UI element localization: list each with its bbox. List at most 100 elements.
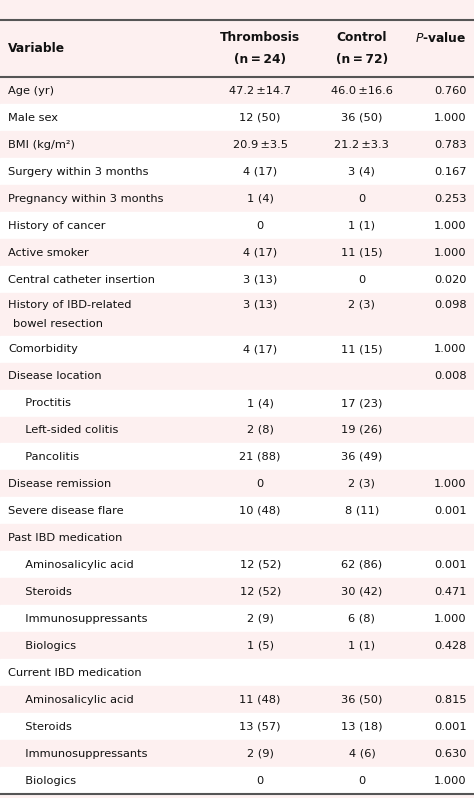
Text: 0: 0 [256,479,264,489]
Text: 3 (13): 3 (13) [243,299,277,310]
Text: 11 (15): 11 (15) [341,344,383,354]
Bar [0,77,474,105]
Bar [0,524,474,551]
Text: 0.760: 0.760 [434,86,466,96]
Text: $\it{P}$-value: $\it{P}$-value [415,31,466,45]
Text: 0: 0 [256,776,264,785]
Text: 0.471: 0.471 [434,587,466,597]
Text: Age (yr): Age (yr) [8,86,54,96]
Bar [0,444,474,471]
Text: (n = 72): (n = 72) [336,53,388,66]
Text: Pregnancy within 3 months: Pregnancy within 3 months [8,194,164,203]
Bar [0,158,474,185]
Text: History of IBD-related: History of IBD-related [8,299,132,310]
Text: 6 (8): 6 (8) [348,614,375,624]
Text: 1 (4): 1 (4) [246,194,273,203]
Text: Central catheter insertion: Central catheter insertion [8,275,155,285]
Bar [0,185,474,212]
Text: 4 (6): 4 (6) [348,749,375,759]
Text: History of cancer: History of cancer [8,221,106,231]
Text: Left-sided colitis: Left-sided colitis [18,425,118,435]
Text: 0.098: 0.098 [434,299,466,310]
Text: 1.000: 1.000 [434,614,466,624]
Text: 1 (5): 1 (5) [246,641,273,650]
Text: 0.167: 0.167 [434,167,466,177]
Bar [0,497,474,524]
Bar [0,389,474,417]
Text: bowel resection: bowel resection [13,318,103,329]
Text: 1 (4): 1 (4) [246,398,273,408]
Text: 2 (3): 2 (3) [348,299,375,310]
Text: 8 (11): 8 (11) [345,506,379,516]
Text: Comorbidity: Comorbidity [8,344,78,354]
Bar [0,471,474,497]
Text: 12 (52): 12 (52) [239,560,281,570]
Text: 0.001: 0.001 [434,721,466,732]
Bar [0,632,474,659]
Bar [0,212,474,239]
Text: Severe disease flare: Severe disease flare [8,506,124,516]
Text: 30 (42): 30 (42) [341,587,383,597]
Text: (n = 24): (n = 24) [234,53,286,66]
Bar [0,579,474,605]
Text: Aminosalicylic acid: Aminosalicylic acid [18,560,133,570]
Text: 13 (57): 13 (57) [239,721,281,732]
Text: 47.2 ±14.7: 47.2 ±14.7 [229,86,291,96]
Text: Biologics: Biologics [18,776,76,785]
Text: 0.020: 0.020 [434,275,466,285]
Text: Aminosalicylic acid: Aminosalicylic acid [18,694,133,705]
Text: 0.630: 0.630 [434,749,466,759]
Bar [0,740,474,767]
Bar [0,551,474,579]
Text: Active smoker: Active smoker [8,247,89,258]
Text: 0.253: 0.253 [434,194,466,203]
Text: Immunosuppressants: Immunosuppressants [18,749,147,759]
Text: 1.000: 1.000 [434,776,466,785]
Bar [0,686,474,713]
Text: 1 (1): 1 (1) [348,221,375,231]
Text: 62 (86): 62 (86) [341,560,383,570]
Text: BMI (kg/m²): BMI (kg/m²) [8,140,75,150]
Text: 3 (4): 3 (4) [348,167,375,177]
Text: 0.783: 0.783 [434,140,466,150]
Text: 19 (26): 19 (26) [341,425,383,435]
Text: 0: 0 [358,275,365,285]
Text: 46.0 ±16.6: 46.0 ±16.6 [331,86,393,96]
Text: 17 (23): 17 (23) [341,398,383,408]
Text: 21.2 ±3.3: 21.2 ±3.3 [335,140,389,150]
Bar [0,659,474,686]
Text: Steroids: Steroids [18,721,72,732]
Text: 4 (17): 4 (17) [243,167,277,177]
Text: 1.000: 1.000 [434,479,466,489]
Text: 2 (9): 2 (9) [246,614,273,624]
Text: 12 (50): 12 (50) [239,113,281,123]
Text: 0: 0 [256,221,264,231]
Text: 0: 0 [358,776,365,785]
Text: 2 (3): 2 (3) [348,479,375,489]
Text: 2 (9): 2 (9) [246,749,273,759]
Bar [0,336,474,362]
Text: 4 (17): 4 (17) [243,247,277,258]
Text: 1.000: 1.000 [434,113,466,123]
Text: Thrombosis: Thrombosis [220,31,300,44]
Text: 1.000: 1.000 [434,221,466,231]
Text: 0.001: 0.001 [434,506,466,516]
Text: Current IBD medication: Current IBD medication [8,668,142,678]
Bar [0,132,474,158]
Text: 36 (50): 36 (50) [341,694,383,705]
Text: Pancolitis: Pancolitis [18,452,79,462]
Text: Immunosuppressants: Immunosuppressants [18,614,147,624]
Bar [0,713,474,740]
Text: 11 (48): 11 (48) [239,694,281,705]
Text: 1.000: 1.000 [434,247,466,258]
Text: 11 (15): 11 (15) [341,247,383,258]
Bar [0,239,474,267]
Text: 1 (1): 1 (1) [348,641,375,650]
Text: Past IBD medication: Past IBD medication [8,533,122,543]
Text: 20.9 ±3.5: 20.9 ±3.5 [233,140,288,150]
Text: 36 (50): 36 (50) [341,113,383,123]
Bar [0,417,474,444]
Text: 2 (8): 2 (8) [246,425,273,435]
Text: Proctitis: Proctitis [18,398,71,408]
Text: 0.428: 0.428 [434,641,466,650]
